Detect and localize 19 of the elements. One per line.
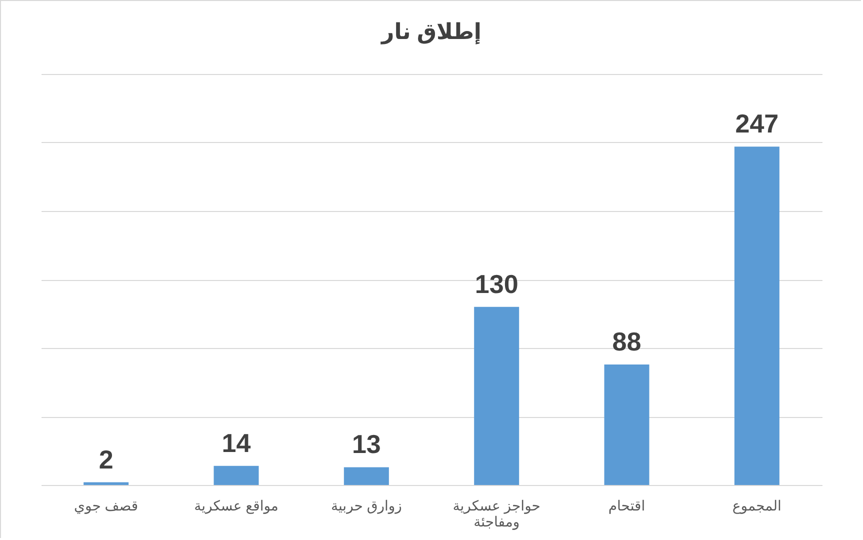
- data-label: 88: [612, 326, 642, 356]
- bar: [84, 482, 129, 485]
- data-label: 14: [222, 428, 252, 458]
- data-label: 247: [735, 108, 779, 139]
- data-label: 2: [98, 444, 114, 474]
- x-tick-label: المجموع: [732, 498, 782, 514]
- bar: [604, 364, 650, 485]
- x-tick-label: زوارق حربية: [330, 498, 402, 514]
- bar: [214, 466, 259, 485]
- x-tick-label: مواقع عسكرية: [194, 498, 278, 514]
- data-label: 13: [352, 429, 381, 460]
- chart-title: إطلاق نار: [380, 19, 482, 45]
- bar: [734, 146, 780, 485]
- x-tick-label: قصف جوي: [74, 498, 138, 514]
- x-tick-label: حواجز عسكرية ومفاجئة: [452, 498, 540, 530]
- bar: [344, 467, 389, 485]
- x-tick-label: اقتحام: [608, 498, 646, 514]
- data-label: 130: [474, 268, 518, 299]
- bar: [474, 306, 520, 485]
